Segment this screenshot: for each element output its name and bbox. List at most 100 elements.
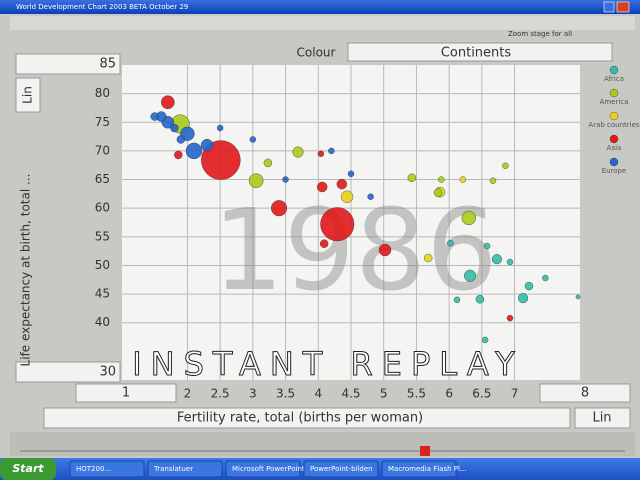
maximize-button[interactable]	[603, 1, 615, 13]
bubble	[378, 243, 392, 257]
bubble	[367, 193, 374, 200]
bubble	[316, 181, 328, 193]
bubble	[464, 269, 477, 282]
taskbar-item[interactable]	[147, 460, 223, 478]
x-label-bar	[43, 407, 571, 429]
bubble	[340, 190, 354, 203]
bubble	[489, 177, 497, 184]
bubble	[438, 176, 445, 183]
taskbar-item[interactable]	[303, 460, 379, 478]
x-min-box[interactable]	[75, 383, 177, 403]
start-button[interactable]	[0, 458, 56, 480]
y-tick-label: 45	[95, 287, 110, 301]
bubble	[249, 136, 257, 143]
y-tick-label: 55	[95, 229, 110, 243]
timeline	[10, 432, 635, 456]
legend-swatch	[609, 65, 619, 75]
bubble	[423, 253, 433, 263]
taskbar-item[interactable]	[225, 460, 301, 478]
bubble	[575, 294, 581, 300]
taskbar-item-label: Microsoft PowerPoint	[232, 465, 305, 473]
taskbar-item[interactable]	[381, 460, 457, 478]
bubble	[248, 173, 264, 188]
bubble	[320, 207, 355, 242]
bubble	[317, 150, 325, 157]
bubble	[491, 254, 502, 265]
bubble	[524, 281, 534, 291]
x-tick-label: 6.5	[472, 387, 491, 401]
bubble	[170, 123, 179, 133]
start-label: Start	[12, 462, 44, 475]
bubble	[185, 142, 203, 160]
bubble	[502, 162, 509, 170]
bubble	[506, 258, 514, 266]
taskbar-item-label: Translatuer	[153, 465, 193, 473]
window-title: World Development Chart 2003 BETA Octobe…	[16, 3, 188, 11]
bubble	[453, 296, 461, 304]
y-min-label: 30	[99, 365, 116, 380]
legend-label: Africa	[604, 75, 624, 83]
taskbar-item-label: HOT200...	[76, 465, 111, 473]
y-tick-label: 70	[95, 143, 110, 157]
taskbar-item[interactable]	[69, 460, 145, 478]
bubble	[459, 176, 467, 183]
x-axis-label: Fertility rate, total (births per woman)	[177, 411, 423, 426]
bubble	[319, 239, 329, 248]
legend-label: Europe	[602, 167, 627, 175]
bubble	[292, 146, 304, 158]
x-tick-label: 5	[380, 387, 388, 401]
legend-swatch	[609, 134, 619, 144]
timeline-handle[interactable]	[420, 446, 430, 456]
bubble	[263, 158, 273, 168]
bubble	[481, 336, 489, 344]
bubble	[150, 112, 159, 121]
y-tick-label: 50	[95, 258, 110, 272]
bubble	[461, 210, 476, 226]
bubble	[518, 293, 529, 304]
bubble	[542, 274, 549, 282]
bubble	[483, 242, 491, 250]
bubble	[160, 95, 175, 110]
bubble	[475, 295, 485, 304]
y-tick-label: 80	[95, 86, 110, 100]
x-scale-label: Lin	[592, 411, 611, 426]
bubble	[201, 140, 241, 180]
taskbar-item-label: PowerPoint-bilden	[310, 465, 373, 473]
x-min-label: 1	[122, 386, 130, 401]
year-watermark: 1986	[212, 186, 497, 316]
y-scale-label: Lin	[21, 86, 35, 104]
x-tick-label: 6	[445, 387, 453, 401]
y-min-box[interactable]	[15, 361, 121, 383]
x-tick-label: 4.5	[341, 387, 360, 401]
y-tick-label: 75	[95, 115, 110, 129]
close-button[interactable]	[616, 1, 630, 13]
title-bar	[0, 0, 640, 14]
bubble	[328, 147, 335, 155]
legend-label: America	[600, 98, 629, 106]
bubble	[216, 124, 224, 132]
colour-value: Continents	[441, 46, 512, 61]
x-scale-button[interactable]	[574, 407, 631, 429]
legend-swatch	[609, 157, 619, 167]
x-tick-label: 3.5	[276, 387, 295, 401]
y-axis-label: Life expectancy at birth, total ...	[19, 174, 33, 367]
x-tick-label: 4	[314, 387, 322, 401]
toolbar	[10, 16, 635, 30]
y-scale-button[interactable]	[15, 77, 41, 113]
bubble	[174, 150, 183, 160]
y-tick-label: 65	[95, 172, 110, 186]
bubble	[282, 176, 289, 183]
colour-select[interactable]	[347, 42, 613, 62]
x-max-box[interactable]	[539, 383, 631, 403]
legend-label: Asia	[607, 144, 622, 152]
y-max-label: 85	[99, 57, 116, 72]
y-tick-label: 60	[95, 201, 110, 215]
x-tick-label: 7	[511, 387, 519, 401]
colour-label: Colour	[297, 46, 336, 60]
bubble	[407, 173, 417, 183]
bubble	[200, 138, 214, 152]
y-max-box[interactable]	[15, 53, 121, 75]
bubble	[506, 314, 514, 322]
x-tick-label: 2.5	[211, 387, 230, 401]
